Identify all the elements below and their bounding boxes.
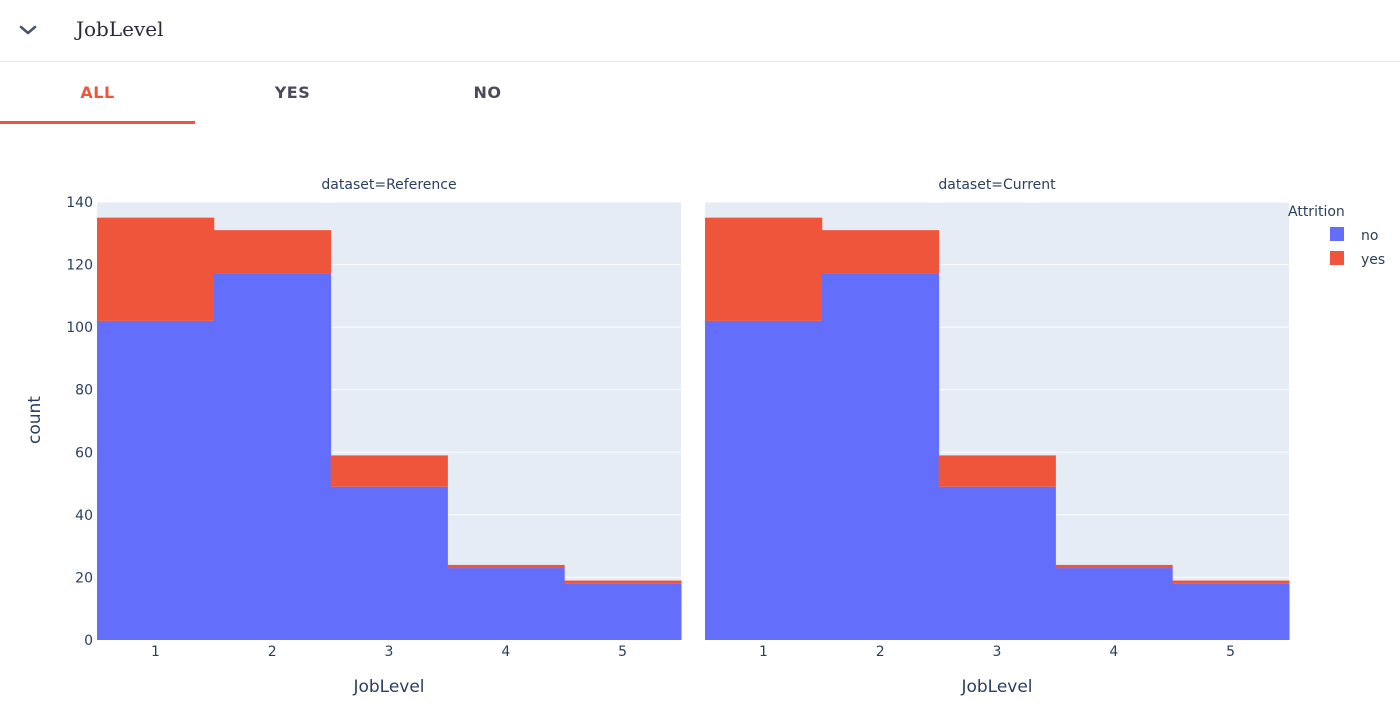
x-tick-label-current: 3 <box>993 644 1002 660</box>
active-tab-indicator <box>0 121 195 124</box>
bar-current-yes-3[interactable] <box>938 455 1056 487</box>
legend-title: Attrition <box>1288 204 1345 220</box>
subplot-title-reference: dataset=Reference <box>321 177 456 193</box>
legend: Attrition no yes <box>1288 204 1385 268</box>
x-tick-label-current: 4 <box>1109 644 1118 660</box>
y-tick-label: 100 <box>66 320 93 336</box>
bar-reference-yes-1[interactable] <box>97 217 215 321</box>
legend-label-no: no <box>1361 228 1378 244</box>
y-axis-title: count <box>25 396 45 444</box>
bar-current-yes-2[interactable] <box>821 230 940 274</box>
y-tick-label: 60 <box>75 445 93 461</box>
x-axis-title-current: JobLevel <box>960 677 1032 697</box>
x-tick-label-reference: 1 <box>151 644 160 660</box>
bar-reference-yes-2[interactable] <box>213 230 332 274</box>
x-tick-label-current: 2 <box>876 644 885 660</box>
bar-current-no-3[interactable] <box>938 486 1056 640</box>
x-tick-label-current: 5 <box>1226 644 1235 660</box>
chevron-down-icon[interactable] <box>16 18 40 42</box>
x-tick-label-reference: 4 <box>501 644 510 660</box>
bar-reference-yes-4[interactable] <box>447 564 565 569</box>
bar-reference-no-4[interactable] <box>447 568 565 640</box>
x-tick-label-reference: 5 <box>618 644 627 660</box>
bar-reference-no-2[interactable] <box>213 273 332 640</box>
y-tick-label: 140 <box>66 195 93 211</box>
legend-label-yes: yes <box>1361 252 1385 268</box>
y-tick-label: 0 <box>84 633 93 649</box>
tab-no[interactable]: NO <box>473 83 502 102</box>
bar-reference-no-3[interactable] <box>330 486 448 640</box>
bar-current-yes-4[interactable] <box>1055 564 1173 569</box>
y-tick-label: 20 <box>75 570 93 586</box>
bar-reference-no-5[interactable] <box>564 583 682 640</box>
bar-reference-no-1[interactable] <box>97 320 215 640</box>
legend-swatch-yes[interactable] <box>1330 251 1344 265</box>
x-tick-label-reference: 3 <box>385 644 394 660</box>
tab-bar: ALL YES NO <box>0 63 1400 125</box>
bar-current-no-1[interactable] <box>705 320 823 640</box>
section-title: JobLevel <box>76 17 164 41</box>
legend-swatch-no[interactable] <box>1330 227 1344 241</box>
subplot-title-current: dataset=Current <box>938 177 1056 193</box>
bar-current-yes-5[interactable] <box>1172 580 1290 584</box>
bar-current-yes-1[interactable] <box>705 217 823 321</box>
bar-current-no-4[interactable] <box>1055 568 1173 640</box>
y-tick-label: 120 <box>66 258 93 274</box>
tab-yes[interactable]: YES <box>274 83 311 102</box>
section-header: JobLevel <box>0 0 1400 62</box>
y-tick-label: 40 <box>75 508 93 524</box>
bar-current-no-5[interactable] <box>1172 583 1290 640</box>
tab-all[interactable]: ALL <box>80 83 115 102</box>
bar-current-no-2[interactable] <box>821 273 940 640</box>
bar-reference-yes-5[interactable] <box>564 580 682 584</box>
y-tick-label: 80 <box>75 383 93 399</box>
x-axis-title-reference: JobLevel <box>352 677 424 697</box>
bar-reference-yes-3[interactable] <box>330 455 448 487</box>
x-tick-label-reference: 2 <box>268 644 277 660</box>
x-tick-label-current: 1 <box>759 644 768 660</box>
